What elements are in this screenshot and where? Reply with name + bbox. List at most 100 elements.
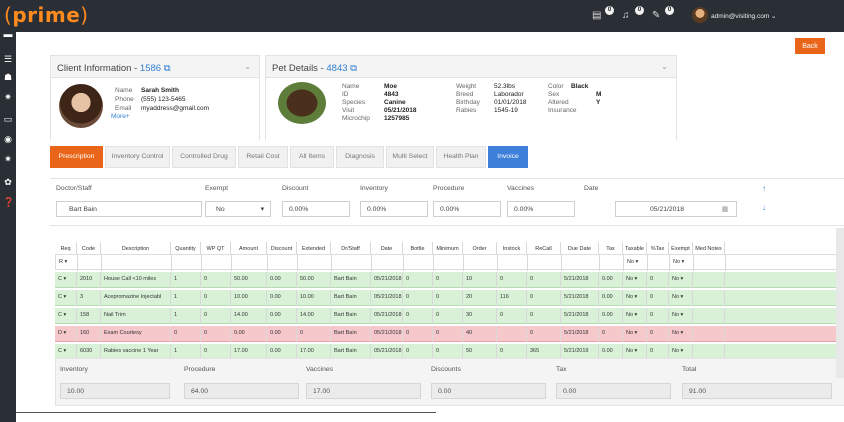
cell-minimum[interactable]: 0 bbox=[433, 326, 463, 342]
cell-due-date[interactable]: 5/21/2018 bbox=[561, 326, 599, 342]
cell-code[interactable]: 6030 bbox=[77, 344, 101, 360]
cell-order[interactable]: 10 bbox=[463, 272, 497, 288]
cell-due-date[interactable]: 5/21/2018 bbox=[561, 290, 599, 306]
cell-recall[interactable]: 0 bbox=[527, 326, 561, 342]
cell-quantity[interactable]: 1 bbox=[171, 308, 201, 324]
cell-date[interactable] bbox=[372, 255, 404, 271]
tab-invoice[interactable]: Invoice bbox=[488, 146, 528, 168]
app-logo[interactable]: (prime) bbox=[4, 3, 89, 27]
cell-discount[interactable]: 0.00 bbox=[267, 344, 297, 360]
cell-description[interactable] bbox=[102, 255, 172, 271]
cell-order[interactable]: 30 bbox=[463, 308, 497, 324]
cell-tax[interactable] bbox=[600, 255, 624, 271]
cell-date[interactable]: 05/21/2018 bbox=[371, 272, 403, 288]
cell-exempt[interactable]: No ▾ bbox=[669, 272, 693, 288]
cell-description[interactable]: Nail Trim bbox=[101, 308, 171, 324]
cell-pct-tax[interactable]: 0 bbox=[647, 272, 669, 288]
cell-code[interactable]: 2010 bbox=[77, 272, 101, 288]
cell-date[interactable]: 05/21/2018 bbox=[371, 290, 403, 306]
external-link-icon[interactable]: ⧉ bbox=[350, 63, 357, 74]
cell-quantity[interactable]: 1 bbox=[171, 272, 201, 288]
cell-due-date[interactable]: 5/21/2019 bbox=[561, 344, 599, 360]
cell-instock[interactable]: 0 bbox=[497, 344, 527, 360]
cell-discount[interactable]: 0.00 bbox=[267, 272, 297, 288]
cell-taxable[interactable]: No ▾ bbox=[623, 290, 647, 306]
vertical-scrollbar[interactable] bbox=[836, 228, 844, 378]
cell-extended[interactable]: 14.00 bbox=[297, 308, 331, 324]
cell-wp-qt[interactable]: 0 bbox=[201, 272, 231, 288]
syringe-icon[interactable]: ✎ 0 bbox=[652, 6, 674, 22]
cell-extended[interactable]: 50.00 bbox=[297, 272, 331, 288]
client-more-link[interactable]: More+ bbox=[111, 113, 130, 120]
cell-due-date[interactable] bbox=[562, 255, 600, 271]
settings-icon[interactable]: ✷ bbox=[4, 154, 12, 164]
cell-dr-staff[interactable]: Bart Bain bbox=[331, 308, 371, 324]
external-link-icon[interactable]: ⧉ bbox=[163, 63, 171, 74]
cell-dr-staff[interactable]: Bart Bain bbox=[331, 326, 371, 342]
tab-prescription[interactable]: Prescription bbox=[50, 146, 103, 168]
cell-extended[interactable]: 0 bbox=[297, 326, 331, 342]
date-input[interactable]: 05/21/2018 ▦ bbox=[615, 201, 737, 217]
cell-order[interactable]: 40 bbox=[463, 326, 497, 342]
cell-wp-qt[interactable]: 0 bbox=[201, 344, 231, 360]
cell-taxable[interactable]: No ▾ bbox=[624, 255, 648, 271]
cell-pct-tax[interactable]: 0 bbox=[647, 308, 669, 324]
cell-med-notes[interactable] bbox=[693, 308, 725, 324]
doctor-input[interactable]: Bart Bain bbox=[56, 201, 202, 217]
cell-discount[interactable] bbox=[268, 255, 298, 271]
cell-bottle[interactable] bbox=[404, 255, 434, 271]
cell-wp-qt[interactable]: 0 bbox=[201, 308, 231, 324]
cell-taxable[interactable]: No ▾ bbox=[623, 344, 647, 360]
calendar-icon[interactable]: ▤ 0 bbox=[592, 6, 614, 22]
cell-wp-qt[interactable]: 0 bbox=[201, 326, 231, 342]
back-button[interactable]: Back bbox=[795, 38, 825, 54]
cell-amount[interactable]: 10.00 bbox=[231, 290, 267, 306]
cell-date[interactable]: 05/21/2018 bbox=[371, 344, 403, 360]
cell-dr-staff[interactable] bbox=[332, 255, 372, 271]
cell-extended[interactable]: 10.00 bbox=[297, 290, 331, 306]
cell-order[interactable]: 50 bbox=[463, 344, 497, 360]
cell-bottle[interactable]: 0 bbox=[403, 326, 433, 342]
cell-order[interactable]: 20 bbox=[463, 290, 497, 306]
cell-instock[interactable]: 0 bbox=[497, 308, 527, 324]
pet-details-header[interactable]: Pet Details - 4843 ⧉ ⌄ bbox=[266, 56, 676, 78]
cell-pct-tax[interactable] bbox=[648, 255, 670, 271]
card-icon[interactable]: ▭ bbox=[3, 114, 13, 124]
cell-tax[interactable]: 0.00 bbox=[599, 344, 623, 360]
cell-med-notes[interactable] bbox=[693, 326, 725, 342]
cell-amount[interactable]: 0.00 bbox=[231, 326, 267, 342]
cell-minimum[interactable]: 0 bbox=[433, 272, 463, 288]
tab-diagnosis[interactable]: Diagnosis bbox=[336, 146, 384, 168]
cell-taxable[interactable]: No ▾ bbox=[623, 308, 647, 324]
tab-multi-select[interactable]: Multi Select bbox=[386, 146, 434, 168]
gear-icon[interactable]: ✷ bbox=[4, 92, 12, 102]
chevron-down-icon[interactable]: ⌄ bbox=[244, 62, 251, 71]
cell-instock[interactable] bbox=[498, 255, 528, 271]
cell-date[interactable]: 05/21/2018 bbox=[371, 326, 403, 342]
cell-discount[interactable]: 0.00 bbox=[267, 308, 297, 324]
cell-code[interactable]: 3 bbox=[77, 290, 101, 306]
cell-extended[interactable]: 17.00 bbox=[297, 344, 331, 360]
sort-down-icon[interactable]: ↓ bbox=[762, 203, 766, 212]
cell-tax[interactable]: 0 bbox=[599, 326, 623, 342]
cell-quantity[interactable]: 1 bbox=[171, 344, 201, 360]
cell-order[interactable] bbox=[464, 255, 498, 271]
tab-all-items[interactable]: All Items bbox=[290, 146, 334, 168]
cell-recall[interactable]: 0 bbox=[527, 290, 561, 306]
cell-date[interactable]: 05/21/2018 bbox=[371, 308, 403, 324]
tab-retail-cost[interactable]: Retail Cost bbox=[238, 146, 288, 168]
tab-controlled-drug[interactable]: Controlled Drug bbox=[172, 146, 236, 168]
vaccines-input[interactable]: 0.00% bbox=[507, 201, 575, 217]
cell-code[interactable]: 158 bbox=[77, 308, 101, 324]
cell-minimum[interactable]: 0 bbox=[433, 344, 463, 360]
bell-icon[interactable]: ♫ 0 bbox=[622, 6, 644, 22]
cell-discount[interactable]: 0.00 bbox=[267, 290, 297, 306]
cell-minimum[interactable]: 0 bbox=[433, 308, 463, 324]
database-icon[interactable]: ☰ bbox=[3, 54, 13, 64]
cell-bottle[interactable]: 0 bbox=[403, 272, 433, 288]
cell-dr-staff[interactable]: Bart Bain bbox=[331, 290, 371, 306]
cell-tax[interactable]: 0.00 bbox=[599, 290, 623, 306]
cell-pct-tax[interactable]: 0 bbox=[647, 344, 669, 360]
cell-req[interactable]: C ▾ bbox=[55, 344, 77, 360]
paw-icon[interactable]: ✿ bbox=[4, 177, 12, 187]
